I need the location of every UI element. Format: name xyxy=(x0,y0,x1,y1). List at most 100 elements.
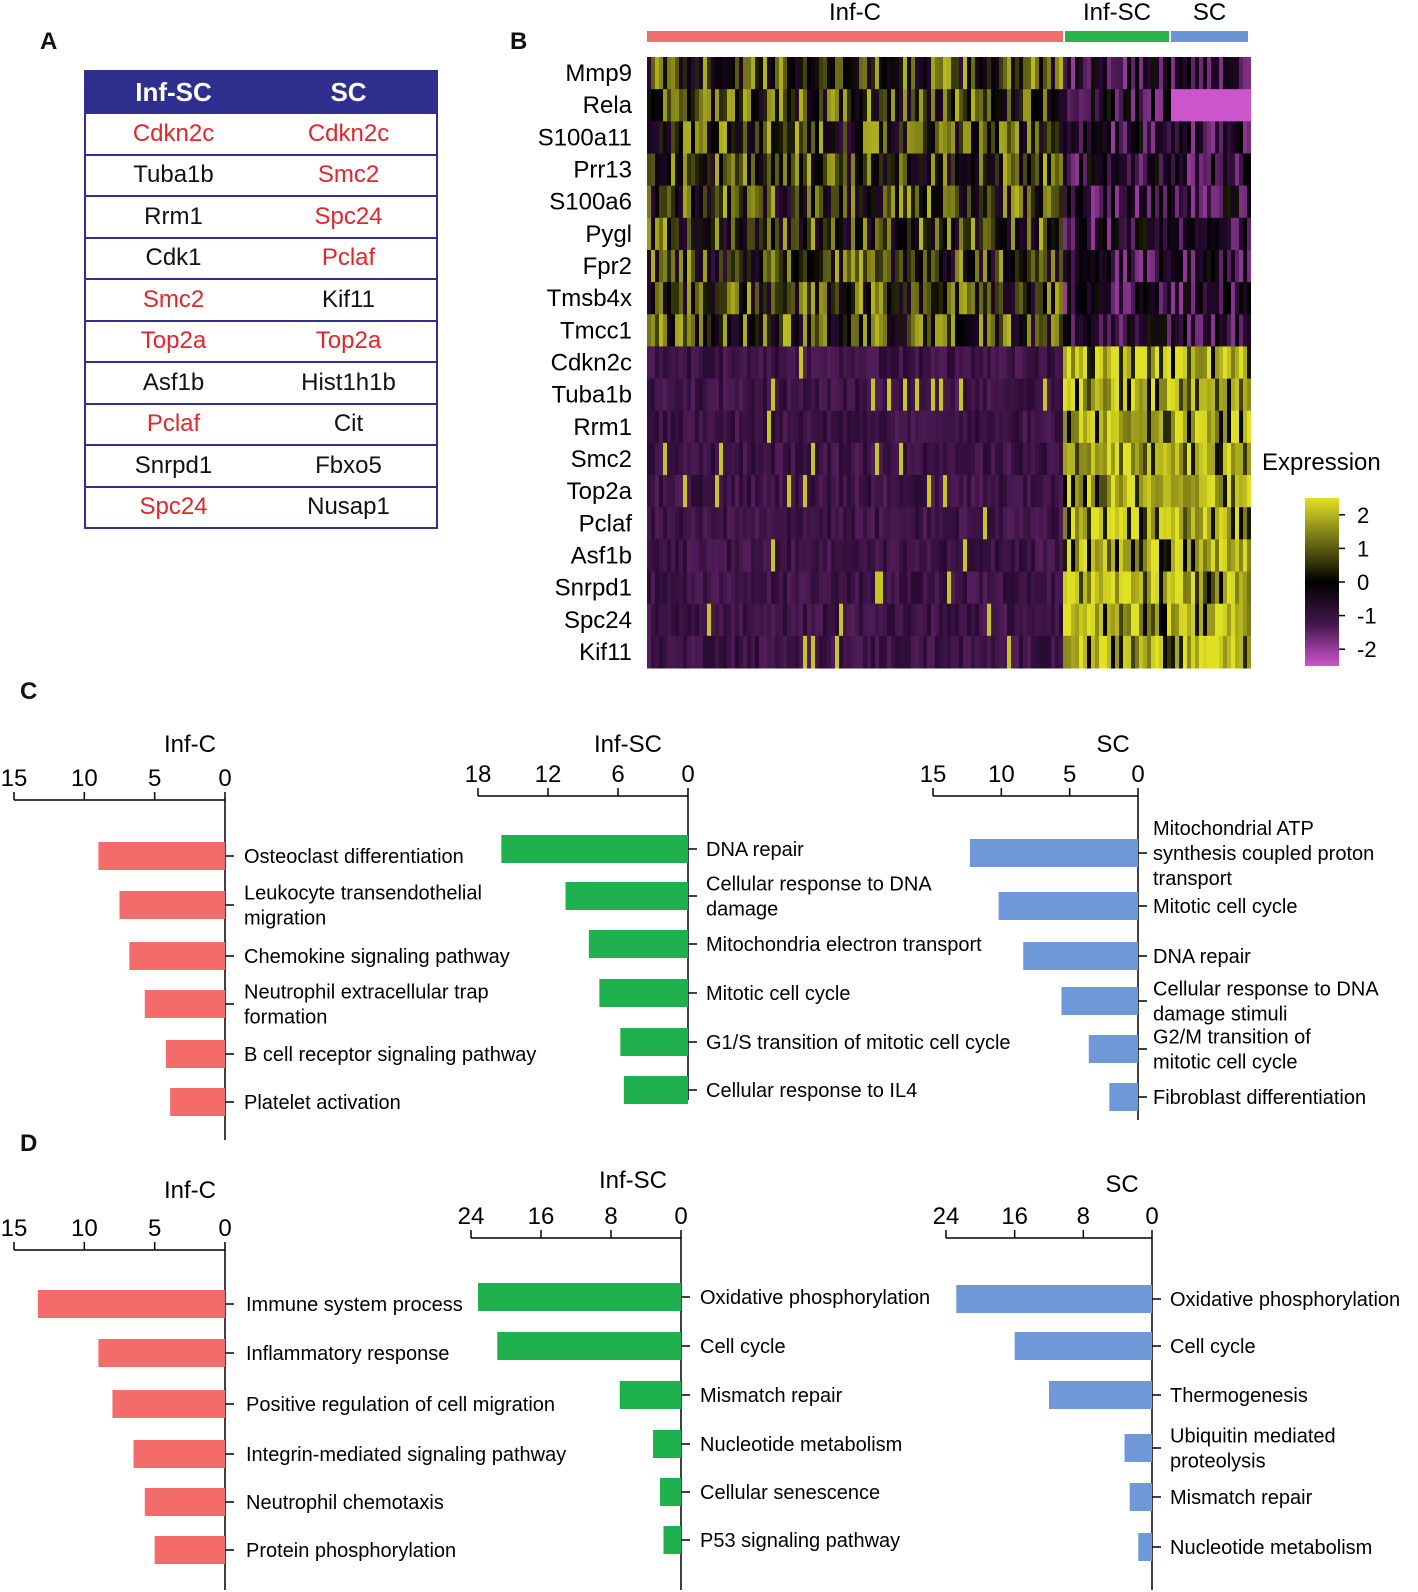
heatmap-cell xyxy=(967,346,971,380)
heatmap-cell xyxy=(967,603,971,637)
heatmap-cell xyxy=(1035,89,1039,122)
heatmap-cell xyxy=(875,89,879,122)
heatmap-cell xyxy=(1103,378,1107,412)
heatmap-cell xyxy=(979,507,983,540)
gene-label-smc2: Smc2 xyxy=(571,446,632,473)
heatmap-cell xyxy=(1083,507,1087,540)
heatmap-cell xyxy=(743,282,747,315)
heatmap-cell xyxy=(771,249,775,283)
heatmap-cell xyxy=(807,571,811,605)
heatmap-cell xyxy=(843,153,847,187)
heatmap-cell xyxy=(927,571,931,605)
heatmap-cell xyxy=(703,57,707,90)
heatmap-cell xyxy=(903,378,907,412)
heatmap-cell xyxy=(875,378,879,412)
heatmap-cell xyxy=(719,121,723,154)
heatmap-cell xyxy=(1087,507,1091,540)
heatmap-cell xyxy=(811,475,815,508)
heatmap-cell xyxy=(983,571,987,605)
category-label: Oxidative phosphorylation xyxy=(700,1287,930,1309)
heatmap-cell xyxy=(691,282,695,315)
heatmap-cell xyxy=(671,507,675,540)
heatmap-cell xyxy=(1207,153,1211,187)
heatmap-cell xyxy=(931,410,935,444)
heatmap-cell xyxy=(1099,603,1103,637)
heatmap-cell xyxy=(831,249,835,283)
heatmap-cell xyxy=(955,121,959,154)
heatmap-cell xyxy=(779,539,783,573)
heatmap-cell xyxy=(1163,410,1167,444)
heatmap-cell xyxy=(939,89,943,122)
heatmap-cell xyxy=(903,282,907,315)
heatmap-cell xyxy=(1051,507,1055,540)
heatmap-cell xyxy=(771,185,775,219)
table-row: Top2a Top2a xyxy=(85,319,437,362)
heatmap-cell xyxy=(663,346,667,380)
heatmap-cell xyxy=(1247,603,1251,637)
heatmap-cell xyxy=(1023,603,1027,637)
bar xyxy=(144,1488,225,1516)
heatmap-cell xyxy=(1131,378,1135,412)
heatmap-cell xyxy=(827,121,831,154)
heatmap-cell xyxy=(795,378,799,412)
heatmap-cell xyxy=(795,89,799,122)
heatmap-cell xyxy=(979,89,983,122)
heatmap-cell xyxy=(871,121,875,154)
heatmap-cell xyxy=(651,89,655,122)
heatmap-cell xyxy=(1223,282,1227,315)
heatmap-cell xyxy=(903,249,907,283)
heatmap-cell xyxy=(1071,346,1075,380)
heatmap-cell xyxy=(999,249,1003,283)
heatmap-cell xyxy=(983,378,987,412)
heatmap-cell xyxy=(899,571,903,605)
heatmap-cell xyxy=(703,442,707,476)
heatmap-cell xyxy=(919,442,923,476)
heatmap-cell xyxy=(1015,603,1019,637)
heatmap-cell xyxy=(755,282,759,315)
heatmap-cell xyxy=(675,121,679,154)
heatmap-cell xyxy=(911,571,915,605)
bar xyxy=(1124,1434,1152,1462)
heatmap-cell xyxy=(695,635,699,669)
heatmap-cell xyxy=(1135,346,1139,380)
heatmap-cell xyxy=(1003,475,1007,508)
gene-label-asf1b: Asf1b xyxy=(571,542,632,569)
heatmap-cell xyxy=(711,410,715,444)
heatmap-cell xyxy=(1087,249,1091,283)
heatmap-cell xyxy=(1031,346,1035,380)
heatmap-cell xyxy=(671,475,675,508)
heatmap-cell xyxy=(971,603,975,637)
heatmap-cell xyxy=(991,571,995,605)
heatmap-cell xyxy=(1187,442,1191,476)
heatmap-cell xyxy=(1203,153,1207,187)
panel-label-a: A xyxy=(40,28,58,55)
heatmap-cell xyxy=(1127,346,1131,380)
heatmap-cell xyxy=(1135,539,1139,573)
heatmap-cell xyxy=(699,475,703,508)
heatmap-cell xyxy=(899,153,903,187)
heatmap-cell xyxy=(855,442,859,476)
heatmap-cell xyxy=(871,410,875,444)
heatmap-cell xyxy=(863,217,867,251)
heatmap-cell xyxy=(1195,185,1199,219)
heatmap-cell xyxy=(1027,635,1031,669)
heatmap-cell xyxy=(899,249,903,283)
heatmap-cell xyxy=(991,89,995,122)
heatmap-cell xyxy=(1047,507,1051,540)
heatmap-cell xyxy=(715,314,719,347)
heatmap-cell xyxy=(679,571,683,605)
heatmap-cell xyxy=(1023,314,1027,347)
heatmap-cell xyxy=(811,571,815,605)
heatmap-cell xyxy=(739,249,743,283)
heatmap-cell xyxy=(871,635,875,669)
heatmap-cell xyxy=(711,603,715,637)
heatmap-cell xyxy=(731,121,735,154)
heatmap-cell xyxy=(1203,57,1207,90)
heatmap-cell xyxy=(895,121,899,154)
heatmap-cell xyxy=(1227,603,1231,637)
gene-label-pygl: Pygl xyxy=(585,221,632,248)
heatmap-cell xyxy=(955,475,959,508)
heatmap-cell xyxy=(671,603,675,637)
heatmap-cell xyxy=(1167,346,1171,380)
